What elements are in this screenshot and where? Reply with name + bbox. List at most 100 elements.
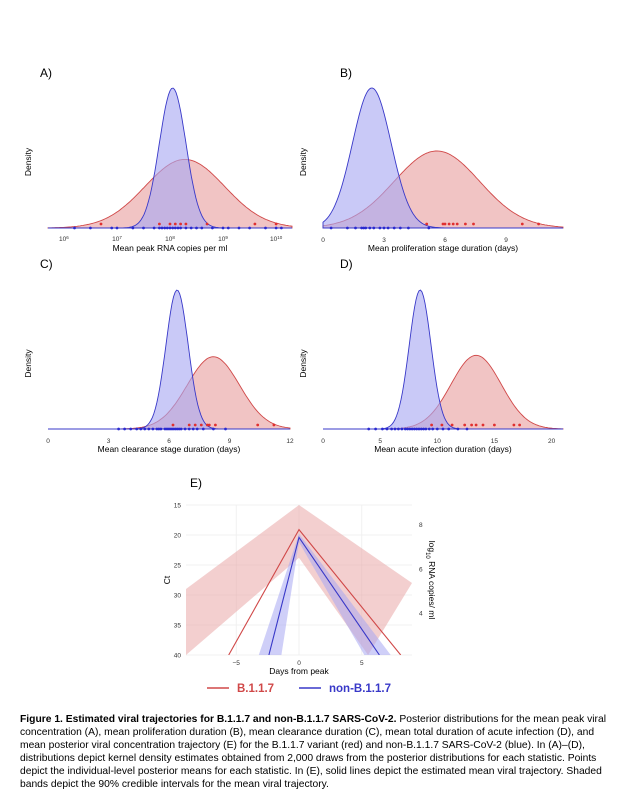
x-tick-label: 9 bbox=[228, 438, 232, 445]
point-blue bbox=[201, 427, 205, 431]
point-blue bbox=[407, 226, 410, 230]
point-blue bbox=[403, 427, 407, 431]
panel-c: C) 0 3 6 9 12 Mean clearance stage duration (d… bbox=[23, 257, 294, 454]
point-blue bbox=[165, 427, 169, 431]
x-tick-label: 0 bbox=[297, 660, 301, 667]
point-blue bbox=[143, 427, 147, 431]
point-blue bbox=[168, 226, 172, 230]
point-blue bbox=[73, 226, 76, 230]
point-blue bbox=[364, 226, 368, 230]
point-blue bbox=[123, 427, 126, 431]
point-blue bbox=[135, 427, 139, 431]
point-blue bbox=[151, 427, 155, 431]
legend-label-red: B.1.1.7 bbox=[237, 683, 274, 695]
point-red bbox=[493, 423, 496, 427]
point-blue bbox=[165, 226, 169, 230]
point-blue bbox=[419, 427, 423, 431]
mean-line-blue bbox=[268, 536, 380, 655]
x-tick-label: 5 bbox=[360, 660, 364, 667]
point-red bbox=[447, 222, 451, 226]
y2-tick-label: 6 bbox=[419, 567, 423, 574]
panel-label-a: A) bbox=[40, 66, 52, 80]
point-red bbox=[99, 222, 103, 226]
point-blue bbox=[367, 427, 371, 431]
point-blue bbox=[142, 226, 145, 230]
trajectory-layer bbox=[186, 505, 412, 655]
point-blue bbox=[211, 226, 214, 230]
point-blue bbox=[329, 226, 333, 230]
point-blue bbox=[431, 427, 435, 431]
x-axis-label: Mean peak RNA copies per ml bbox=[113, 243, 228, 253]
point-red bbox=[518, 423, 521, 427]
point-blue bbox=[189, 226, 193, 230]
point-blue bbox=[435, 427, 439, 431]
panel-label-c: C) bbox=[40, 257, 53, 271]
point-blue bbox=[427, 226, 431, 230]
point-red bbox=[474, 423, 478, 427]
x-tick-label: 3 bbox=[382, 237, 386, 244]
y-axis-label: Density bbox=[23, 147, 33, 176]
point-red bbox=[187, 423, 191, 427]
point-blue bbox=[264, 226, 267, 230]
point-blue bbox=[191, 427, 195, 431]
point-blue bbox=[422, 427, 425, 431]
point-blue bbox=[398, 226, 402, 230]
x-axis-label: Mean acute infection duration (days) bbox=[374, 444, 512, 454]
point-blue bbox=[152, 226, 156, 230]
point-red bbox=[430, 423, 433, 427]
point-red bbox=[481, 423, 485, 427]
point-red bbox=[168, 222, 172, 226]
y-tick-label: 20 bbox=[174, 532, 182, 539]
point-blue bbox=[155, 427, 159, 431]
x-tick-label: 0 bbox=[321, 438, 325, 445]
point-blue bbox=[397, 427, 400, 431]
point-blue bbox=[381, 427, 384, 431]
point-blue bbox=[224, 427, 227, 431]
point-red bbox=[272, 423, 276, 427]
band-blue-rise bbox=[258, 533, 299, 655]
x-tick-label: 9 bbox=[504, 237, 508, 244]
x-tick-label: 109 bbox=[218, 235, 228, 244]
point-blue bbox=[200, 226, 204, 230]
figure-caption: Figure 1. Estimated viral trajectories f… bbox=[20, 713, 608, 791]
point-blue bbox=[393, 427, 397, 431]
x-tick-label: 106 bbox=[59, 235, 69, 244]
x-tick-label: 107 bbox=[112, 235, 122, 244]
point-blue bbox=[110, 226, 114, 230]
point-red bbox=[179, 222, 183, 226]
point-red bbox=[274, 222, 278, 226]
point-blue bbox=[406, 427, 409, 431]
panel-e: −5 0 5 15 20 25 30 35 40 8 6 4 E) Days from peak Ct log… bbox=[162, 476, 437, 695]
point-blue bbox=[115, 226, 119, 230]
point-blue bbox=[408, 427, 412, 431]
y-tick-label: 25 bbox=[174, 562, 182, 569]
point-blue bbox=[158, 226, 161, 230]
point-blue bbox=[160, 226, 164, 230]
point-blue bbox=[179, 226, 183, 230]
point-blue bbox=[171, 427, 175, 431]
x-axis-label: Mean clearance stage duration (days) bbox=[98, 444, 241, 454]
point-blue bbox=[226, 226, 230, 230]
x-tick-label: 0 bbox=[321, 237, 325, 244]
point-red bbox=[470, 423, 473, 427]
panel-label-e: E) bbox=[190, 476, 202, 490]
point-blue bbox=[248, 226, 252, 230]
point-blue bbox=[410, 427, 414, 431]
y-tick-label: 40 bbox=[174, 652, 182, 659]
point-red bbox=[253, 222, 257, 226]
point-blue bbox=[195, 226, 198, 230]
band-blue-decline bbox=[299, 533, 391, 655]
point-red bbox=[440, 423, 444, 427]
point-blue bbox=[177, 427, 181, 431]
point-red bbox=[520, 222, 524, 226]
point-blue bbox=[415, 427, 419, 431]
point-blue bbox=[129, 427, 133, 431]
point-blue bbox=[139, 427, 143, 431]
point-blue bbox=[374, 427, 377, 431]
point-blue bbox=[169, 427, 173, 431]
x-tick-label: 3 bbox=[107, 438, 111, 445]
mean-line-red bbox=[228, 528, 402, 655]
point-red bbox=[443, 222, 447, 226]
point-blue bbox=[176, 226, 180, 230]
